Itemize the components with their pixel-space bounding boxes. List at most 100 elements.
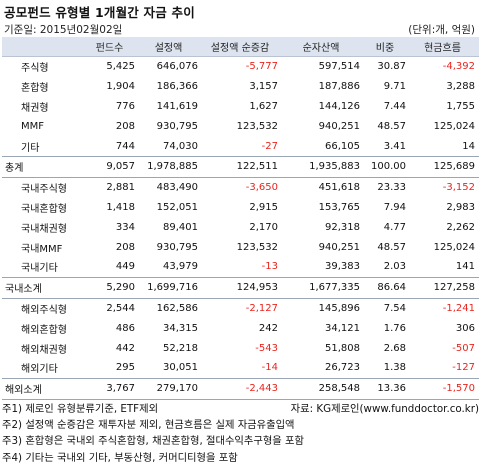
table-cell: 1,978,885 <box>139 155 202 178</box>
table-cell: 208 <box>115 120 135 132</box>
table-cell: 451,618 <box>318 182 360 194</box>
table-cell: 145,896 <box>318 302 360 314</box>
table-cell: 30,051 <box>163 362 198 374</box>
table-row: 국내채권형 334 89,401 2,170 92,318 4.77 2,262 <box>2 217 479 237</box>
footnote-text: 주1) 제로인 유형분류기준, ETF제외 <box>2 403 159 415</box>
row-label: 해외혼합형 <box>21 324 67 336</box>
column-header: 설정액 <box>139 37 202 57</box>
table-total-row: 해외소계 3,767 279,170 -2,443 258,548 13.36 -1,570 <box>2 377 479 400</box>
table-cell: 124,953 <box>202 276 282 299</box>
table-total-row: 총계 9,057 1,978,885 122,511 1,935,883 100.00 12… <box>2 155 479 178</box>
table-cell: 1,677,335 <box>282 276 364 299</box>
table-cell: 930,795 <box>156 120 198 132</box>
table-cell: 3.41 <box>383 140 406 152</box>
table-row: 국내주식형 2,881 483,490 -3,650 451,618 23.33 -3,15… <box>2 177 479 197</box>
table-cell: 3,767 <box>84 377 139 400</box>
table-cell: 162,586 <box>156 302 198 314</box>
table-cell: 2,881 <box>106 182 135 194</box>
table-cell: 5,290 <box>84 276 139 299</box>
footnote: 주1) 제로인 유형분류기준, ETF제외 자료: KG제로인(www.fund… <box>2 401 479 417</box>
table-cell: 1,935,883 <box>282 155 364 178</box>
table-header-row: 펀드수 설정액 설정액 순증감 순자산액 비중 현금흐름 <box>2 37 479 57</box>
table-row: 국내MMF 208 930,795 123,532 940,251 48.57 125,02… <box>2 237 479 257</box>
row-label: 해외기타 <box>21 364 58 376</box>
table-row: 주식형 5,425 646,076 -5,777 597,514 30.87 -4,392 <box>2 57 479 77</box>
table-cell: 48.57 <box>377 241 406 253</box>
row-label: 해외채권형 <box>21 344 67 356</box>
table-cell: -507 <box>452 342 475 354</box>
table-cell: 486 <box>115 322 135 334</box>
table-cell: 30.87 <box>377 61 406 73</box>
table-row: 혼합형 1,904 186,366 3,157 187,886 9.71 3,288 <box>2 77 479 97</box>
row-label: 해외주식형 <box>21 304 67 316</box>
table-cell: 66,105 <box>325 140 360 152</box>
table-cell: 48.57 <box>377 120 406 132</box>
row-label: 국내기타 <box>21 263 58 275</box>
table-cell: 2,262 <box>446 221 475 233</box>
table-cell: 1.38 <box>383 362 406 374</box>
table-row: 국내기타 449 43,979 -13 39,383 2.03 141 <box>2 257 479 277</box>
table-cell: -2,443 <box>202 377 282 400</box>
table-cell: 208 <box>115 241 135 253</box>
table-row: MMF 208 930,795 123,532 940,251 48.57 125,024 <box>2 116 479 136</box>
table-cell: 7.94 <box>383 201 406 213</box>
table-cell: 9,057 <box>84 155 139 178</box>
table-cell: 2.68 <box>383 342 406 354</box>
table-cell: 123,532 <box>236 241 278 253</box>
table-row: 해외채권형 442 52,218 -543 51,808 2.68 -507 <box>2 338 479 358</box>
fund-flow-table: 펀드수 설정액 설정액 순증감 순자산액 비중 현금흐름 주식형 5,425 646… <box>2 37 479 400</box>
table-cell: 2,170 <box>249 221 278 233</box>
table-cell: 1,904 <box>106 81 135 93</box>
row-label: 국내혼합형 <box>21 203 67 215</box>
table-cell: 52,218 <box>163 342 198 354</box>
table-cell: 127,258 <box>410 276 479 299</box>
table-cell: -14 <box>261 362 278 374</box>
table-row: 국내혼합형 1,418 152,051 2,915 153,765 7.94 2,983 <box>2 198 479 218</box>
table-cell: 125,689 <box>410 155 479 178</box>
report-title: 공모펀드 유형별 1개월간 자금 추이 <box>4 5 195 20</box>
table-cell: -543 <box>255 342 278 354</box>
table-cell: 186,366 <box>156 81 198 93</box>
table-cell: -13 <box>261 261 278 273</box>
table-cell: 43,979 <box>163 261 198 273</box>
table-cell: 7.44 <box>383 100 406 112</box>
table-cell: 14 <box>462 140 475 152</box>
row-label: 채권형 <box>21 102 49 114</box>
table-cell: 1.76 <box>383 322 406 334</box>
table-cell: 295 <box>115 362 135 374</box>
row-label: 국내MMF <box>21 243 63 255</box>
table-cell: 2,544 <box>106 302 135 314</box>
row-label: 혼합형 <box>21 83 49 95</box>
table-cell: 23.33 <box>377 182 406 194</box>
footnote-text: 주4) 기타는 국내외 기타, 부동산형, 커머디티형을 포함 <box>2 451 238 464</box>
row-label: 국내주식형 <box>21 184 67 196</box>
table-cell: 13.36 <box>364 377 410 400</box>
table-cell: 100.00 <box>364 155 410 178</box>
table-cell: 125,024 <box>433 120 475 132</box>
table-cell: 3,288 <box>446 81 475 93</box>
base-date: 기준일: 2015년02월02일 <box>4 24 123 36</box>
table-row: 채권형 776 141,619 1,627 144,126 7.44 1,755 <box>2 97 479 117</box>
table-cell: 9.71 <box>383 81 406 93</box>
footnote-text: 주2) 설정액 순증감은 재투자분 제외, 현금흐름은 실제 자금유출입액 <box>2 419 295 432</box>
table-cell: 258,548 <box>282 377 364 400</box>
table-row: 해외혼합형 486 34,315 242 34,121 1.76 306 <box>2 318 479 338</box>
table-cell: 39,383 <box>325 261 360 273</box>
table-cell: 141,619 <box>156 100 198 112</box>
table-cell: 483,490 <box>156 182 198 194</box>
table-cell: -27 <box>261 140 278 152</box>
table-cell: 86.64 <box>364 276 410 299</box>
table-cell: 744 <box>115 140 135 152</box>
column-header: 비중 <box>364 37 410 57</box>
table-cell: 306 <box>455 322 475 334</box>
row-label: 총계 <box>2 155 84 178</box>
table-cell: 34,315 <box>163 322 198 334</box>
table-cell: 152,051 <box>156 201 198 213</box>
table-body: 주식형 5,425 646,076 -5,777 597,514 30.87 -4,392 혼… <box>2 57 479 400</box>
footnote: 주4) 기타는 국내외 기타, 부동산형, 커머디티형을 포함 <box>2 450 479 466</box>
table-cell: -127 <box>452 362 475 374</box>
table-cell: 74,030 <box>163 140 198 152</box>
table-cell: 125,024 <box>433 241 475 253</box>
table-cell: 1,627 <box>249 100 278 112</box>
